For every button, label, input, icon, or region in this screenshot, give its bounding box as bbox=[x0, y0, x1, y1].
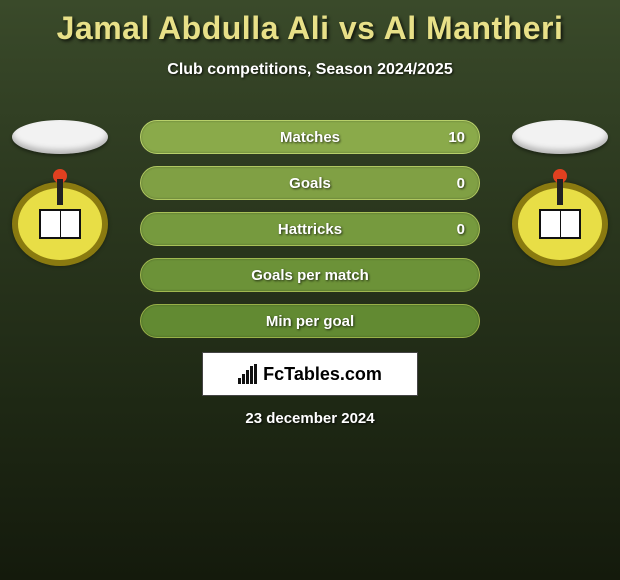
player-left-ellipse bbox=[12, 120, 108, 154]
bar-goals-label: Goals bbox=[289, 175, 331, 192]
brand-text: FcTables.com bbox=[263, 364, 382, 385]
bar-gpm-label: Goals per match bbox=[251, 267, 369, 284]
bar-matches: Matches 10 bbox=[140, 120, 480, 154]
brand-rest: Tables.com bbox=[284, 364, 382, 384]
date-text: 23 december 2024 bbox=[0, 410, 620, 427]
player-right-ellipse bbox=[512, 120, 608, 154]
bar-hattricks-label: Hattricks bbox=[278, 221, 342, 238]
crest-inner bbox=[30, 201, 90, 247]
brand-bold: Fc bbox=[263, 364, 284, 384]
player-right-crest bbox=[512, 182, 608, 266]
comparison-infographic: Jamal Abdulla Ali vs Al Mantheri Club co… bbox=[0, 0, 620, 580]
bar-matches-right: 10 bbox=[448, 121, 465, 153]
page-subtitle: Club competitions, Season 2024/2025 bbox=[0, 61, 620, 79]
brand-box: FcTables.com bbox=[202, 352, 418, 396]
crest-inner bbox=[530, 201, 590, 247]
bar-hattricks: Hattricks 0 bbox=[140, 212, 480, 246]
torch-icon bbox=[557, 179, 563, 205]
player-left-crest bbox=[12, 182, 108, 266]
book-icon bbox=[39, 209, 81, 239]
bar-mpg-label: Min per goal bbox=[266, 313, 354, 330]
bar-chart-icon bbox=[238, 364, 257, 384]
player-right-column bbox=[500, 120, 620, 266]
stat-bars: Matches 10 Goals 0 Hattricks 0 Goals per… bbox=[140, 120, 480, 338]
bar-hattricks-right: 0 bbox=[457, 213, 465, 245]
bar-matches-label: Matches bbox=[280, 129, 340, 146]
bar-min-per-goal: Min per goal bbox=[140, 304, 480, 338]
bar-goals-right: 0 bbox=[457, 167, 465, 199]
book-icon bbox=[539, 209, 581, 239]
bar-goals: Goals 0 bbox=[140, 166, 480, 200]
bar-goals-per-match: Goals per match bbox=[140, 258, 480, 292]
page-title: Jamal Abdulla Ali vs Al Mantheri bbox=[0, 0, 620, 47]
torch-icon bbox=[57, 179, 63, 205]
player-left-column bbox=[0, 120, 120, 266]
